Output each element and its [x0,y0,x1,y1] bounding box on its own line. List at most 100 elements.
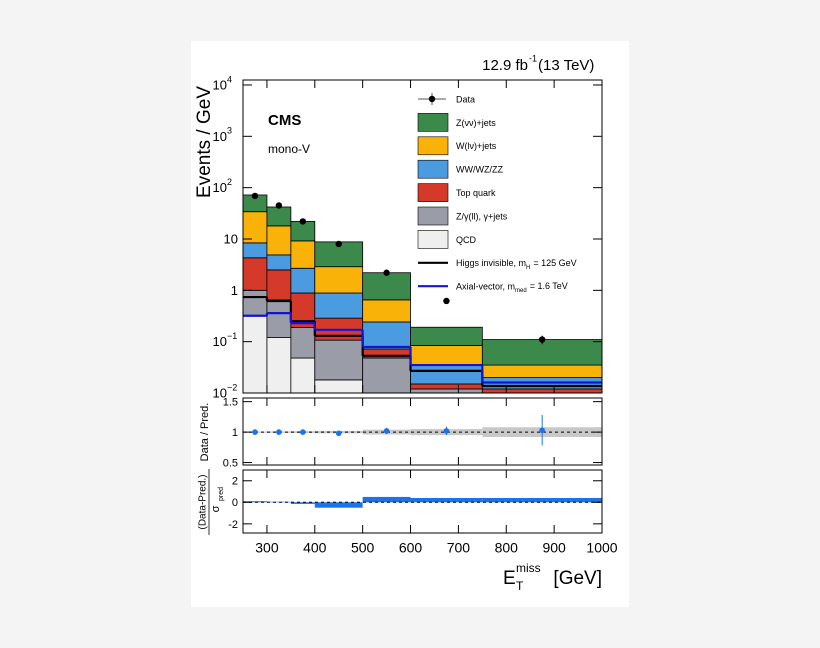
stack-segment [290,357,316,393]
channel-label: mono-V [268,142,310,156]
stack-segment [266,299,292,338]
legend-label: QCD [456,235,477,245]
pull-bar [482,498,602,503]
stack-segment [481,364,602,378]
stack-segment [266,269,292,301]
y-axis-label-den-sub: pred [218,487,225,501]
pull-bar [266,501,291,503]
y-tick-label: 0 [232,497,238,509]
stack-segment [266,254,292,271]
data-point [299,218,307,225]
x-tick-label: 1000 [586,540,617,556]
y-tick-label: -2 [228,519,238,531]
stack-segment [266,337,292,393]
stack-segment [410,326,483,346]
y-axis-label: (Data-Pred.) [198,474,209,529]
y-tick-label-sup: 3 [227,126,232,136]
stack-segment [243,289,268,317]
experiment-label: CMS [268,112,301,129]
x-axis-label: E [503,568,516,589]
y-axis-label-den: σ [210,505,222,512]
pull-bar [410,498,483,503]
stack-segment [362,357,411,393]
x-tick-label: 400 [303,540,327,556]
legend-swatch [417,159,449,179]
data-point [335,240,342,248]
y-tick-label-sup: 4 [227,74,232,84]
y-tick-label: 10 [213,334,227,349]
x-tick-label: 300 [255,540,279,556]
stack-segment [290,240,316,269]
stack-segment [266,206,292,227]
legend-label: Axial-vector, mmed = 1.6 TeV [456,282,568,294]
x-tick-label: 800 [495,540,519,556]
stack-segment [362,272,411,301]
legend-symbol [428,95,436,103]
data-point [538,336,546,343]
y-tick-label: 10 [213,385,227,400]
x-axis-label-sup: miss [516,561,541,575]
x-tick-label: 900 [542,540,566,556]
pull-bar [290,502,315,504]
y-tick-label: 10 [213,129,227,144]
ratio-point [383,428,390,434]
legend-label: Z(νν)+jets [456,118,496,128]
stack-segment [243,257,268,291]
y-axis-label: Events / GeV [194,86,215,198]
legend-swatch [417,230,449,249]
x-axis-label-unit: [GeV] [553,568,602,589]
stack-segment [266,225,292,256]
ratio-point [276,429,282,435]
legend-label-sub: H [526,264,530,270]
data-point [383,269,390,276]
stack-segment [290,327,316,359]
plot-frame [242,79,603,394]
ratio-point [252,429,258,435]
stack-segment [243,242,268,259]
legend-label: Top quark [456,188,496,198]
plot-area [243,415,602,446]
data-point [443,297,450,305]
legend-label-rest: = 1.6 TeV [530,282,568,292]
legend-swatch [417,206,449,226]
y-tick-label: 10 [224,231,238,246]
legend-label: WW/WZ/ZZ [456,165,503,175]
y-tick-label: 10 [213,180,227,195]
y-axis-label: Data / Pred. [199,403,211,462]
plot-frame [242,397,603,466]
legend-label: Z/γ(ll), γ+jets [456,211,508,221]
legend-label: W(lν)+jets [456,141,497,151]
x-tick-label: 500 [351,540,375,556]
legend-label: Higgs invisible, mH = 125 GeV [456,258,577,270]
x-axis-label-sub: T [516,579,524,593]
stack-segment [314,292,364,319]
plot-area [243,192,602,393]
legend-swatch [417,183,449,202]
stack-segment [243,211,268,244]
pull-bar [243,501,267,503]
y-tick-label-sup: −1 [227,331,237,341]
y-tick-label: 1 [231,283,238,298]
y-tick-label-sup: −2 [227,382,237,392]
x-tick-label: 700 [447,540,471,556]
y-tick-label: 1.5 [223,397,238,409]
y-tick-label: 1 [232,427,238,439]
legend-label-sub: med [515,288,527,294]
legend-label: Data [456,94,475,104]
stack-segment [410,364,483,385]
stack-segment [410,383,483,390]
ratio-point [443,428,450,434]
legend-label-rest: = 125 GeV [533,258,576,268]
stack-segment [362,321,411,350]
legend-swatch [417,113,449,132]
data-point [275,202,283,209]
y-tick-label-sup: 2 [227,177,232,187]
plot-frame [242,469,603,534]
stack-segment [362,299,411,323]
y-tick-label: 0.5 [223,457,238,469]
lumi-energy: (13 TeV) [538,57,594,74]
legend-swatch [417,136,449,156]
stack-segment [314,339,364,381]
stack-segment [243,315,268,393]
